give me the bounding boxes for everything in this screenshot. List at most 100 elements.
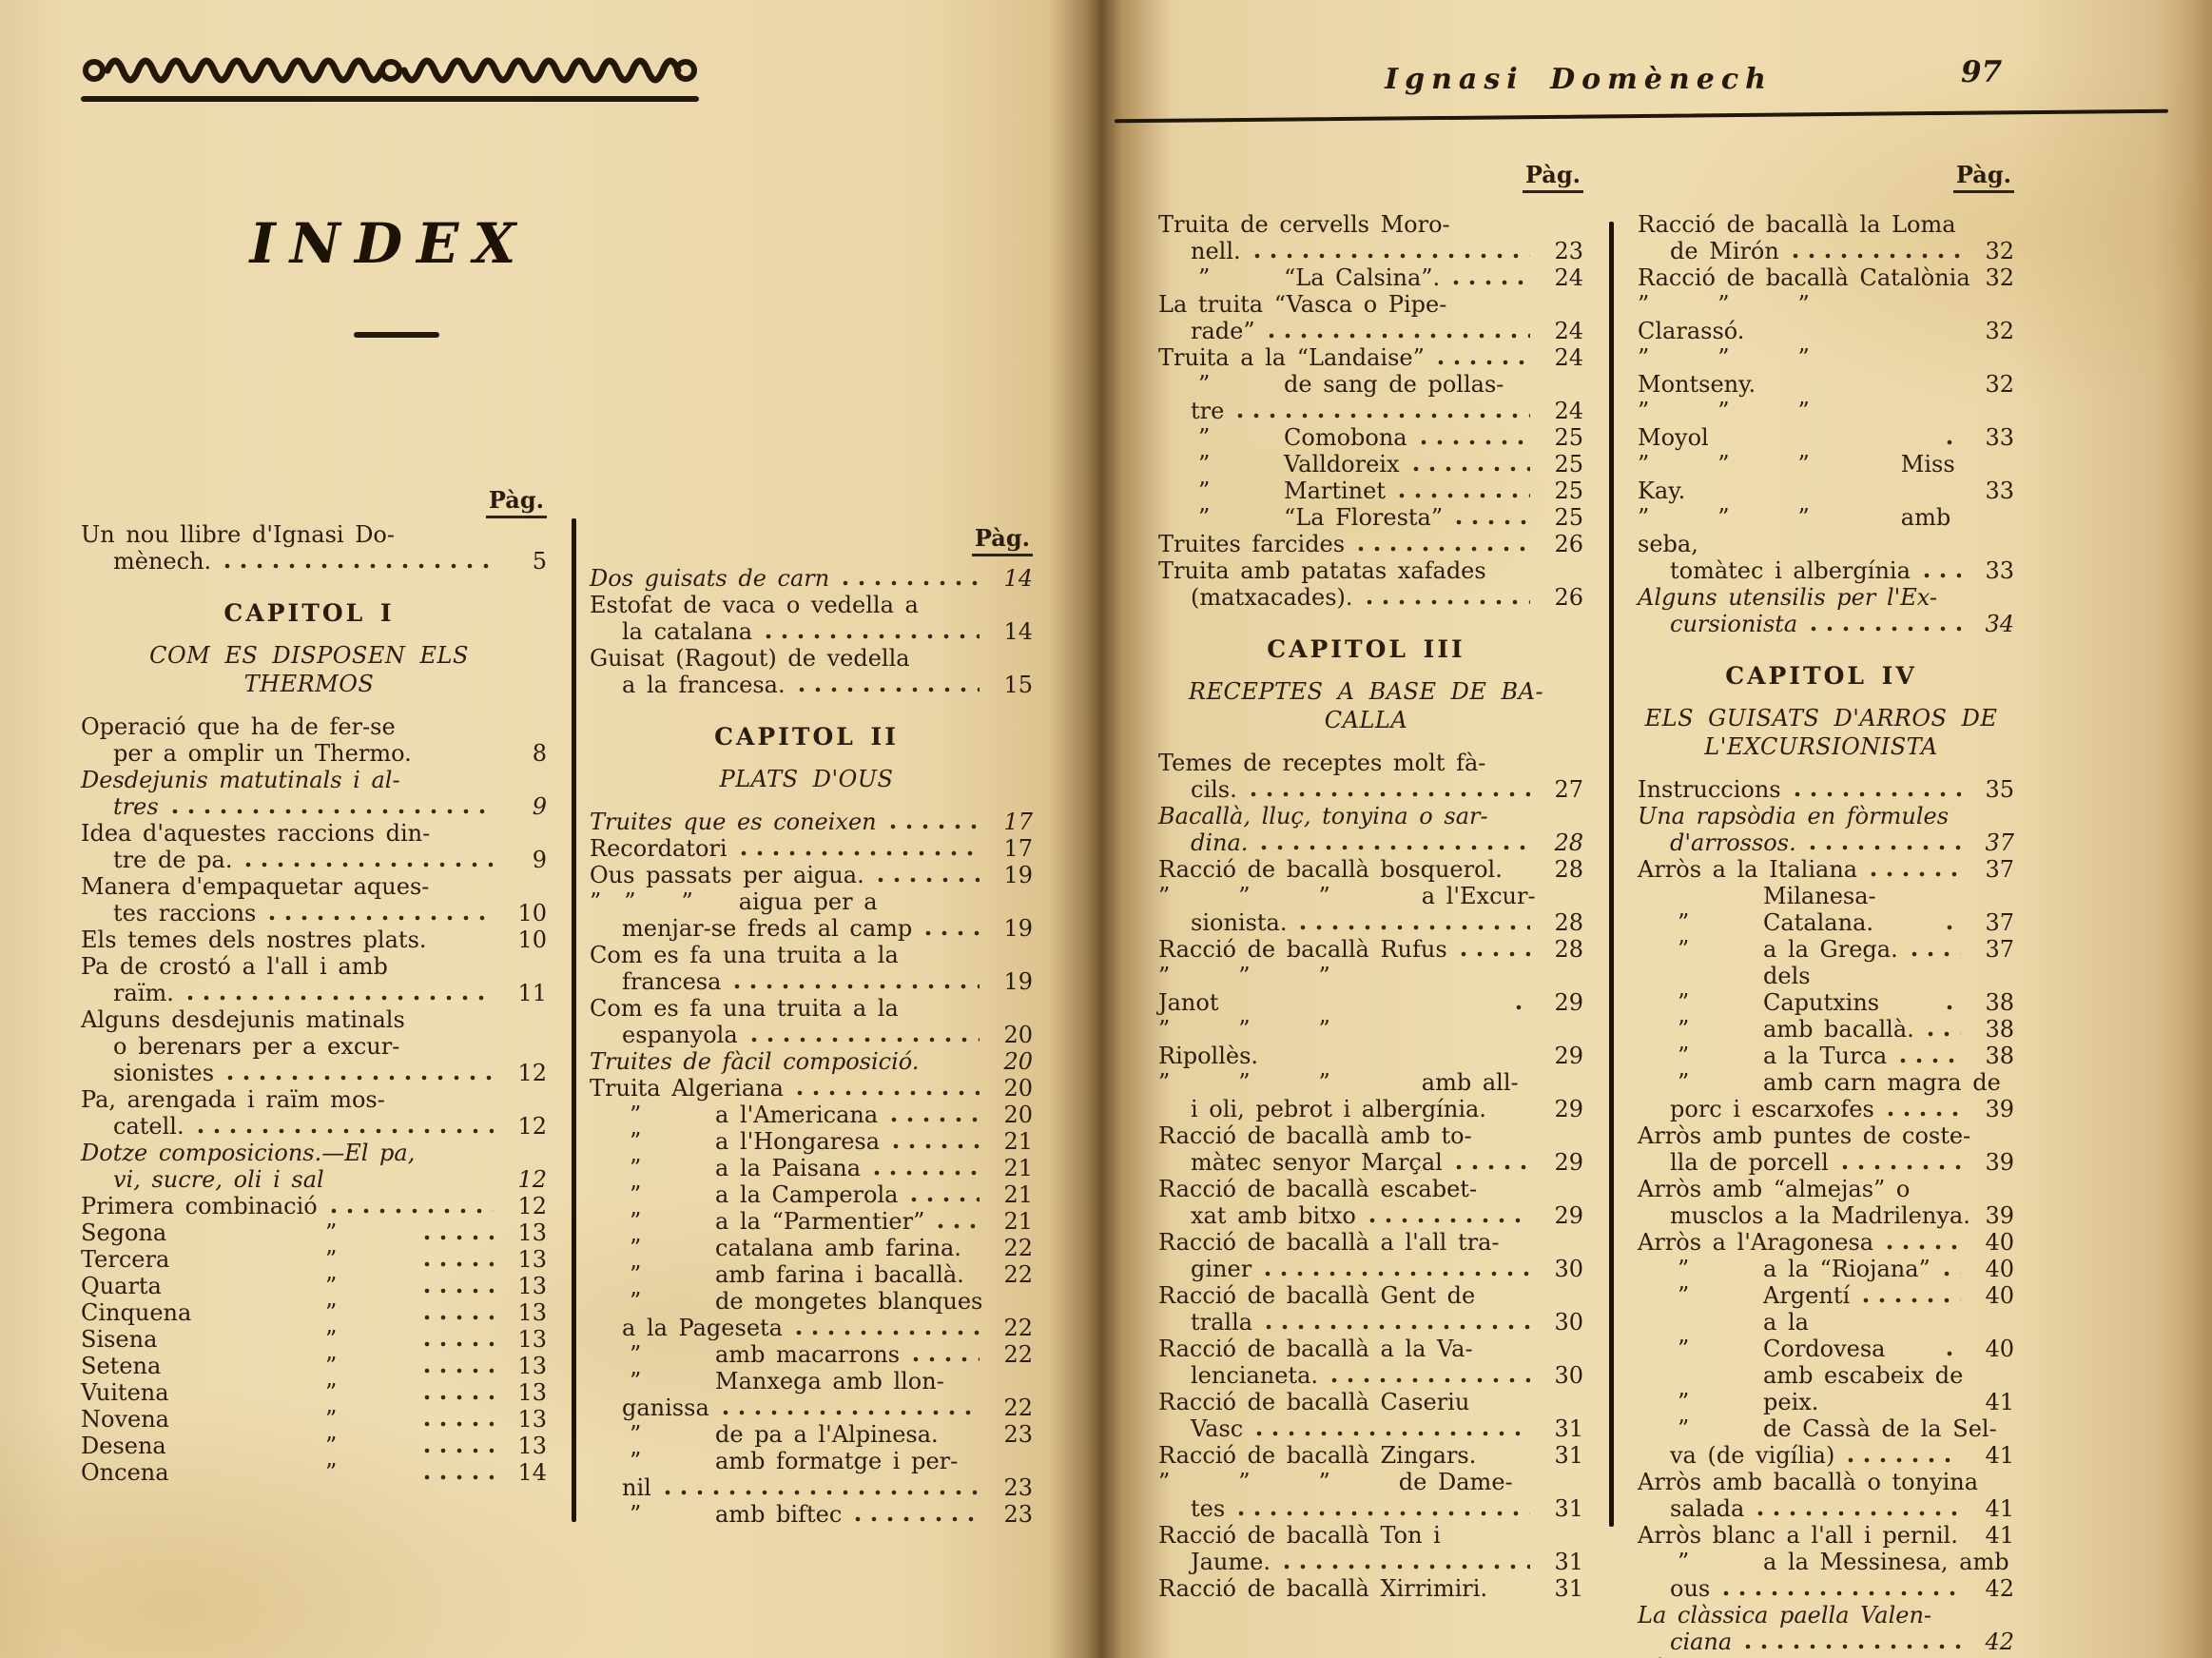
index-entry: Com es fa una truita a la espanyola 20: [590, 995, 1033, 1048]
entry-page-number: 33: [1985, 557, 2014, 584]
index-entry: Truita de cervells Moro-nell. 23: [1158, 211, 1583, 264]
entry-ordinal: Segona: [81, 1219, 167, 1246]
entry-page-number: 23: [1003, 1474, 1033, 1501]
entry-page-number: 13: [517, 1246, 547, 1273]
entry-text: ” ” ” aigua per a: [590, 888, 878, 915]
entry-page-number: 24: [1554, 398, 1583, 424]
ditto-mark: ”: [325, 1219, 338, 1246]
entry-page-number: 35: [1985, 776, 2014, 803]
index-entry: ” ” ” de Dame-tes 31: [1158, 1469, 1583, 1522]
index-entry: ” “La Calsina”. 24: [1158, 264, 1583, 291]
index-entry-line: Racció de bacallà Xirrimiri. 31: [1158, 1575, 1583, 1602]
dot-leader: [1942, 989, 1961, 1016]
ditto-mark: ”: [325, 1299, 338, 1326]
index-entry-line: ” de mongetes blanques: [590, 1288, 1033, 1315]
index-entry-line: la catalana 14: [590, 618, 1033, 645]
entry-text: tomàtec i albergínia: [1670, 557, 1911, 584]
index-entry: Segona ” 13: [81, 1219, 547, 1246]
index-entry: ” de mongetes blanques a la Pageseta 22: [590, 1288, 1033, 1341]
index-entry-line: ” amb escabeix de peix. 41: [1638, 1362, 2014, 1415]
index-entry-line: giner 30: [1158, 1256, 1583, 1282]
ditto-mark: ”: [1678, 1336, 1690, 1362]
ditto-mark: ”: [630, 1102, 642, 1128]
entry-text: Truita amb patatas xafades: [1158, 557, 1486, 584]
running-header: Ignasi Domènech: [1075, 63, 2083, 96]
entry-page-number: 32: [1985, 318, 2014, 344]
entry-page-number: 25: [1554, 478, 1583, 504]
entry-page-number: 31: [1554, 1575, 1583, 1602]
entry-text: a la Grega.: [1763, 936, 1898, 963]
entry-text: amb macarrons: [715, 1341, 901, 1368]
dot-leader: [1804, 829, 1961, 856]
index-entry-line: Racció de bacallà Gent de: [1158, 1282, 1583, 1309]
ditto-mark: ”: [630, 1261, 642, 1288]
index-entry-line: ” de pa a l'Alpinesa. 23: [590, 1421, 1033, 1448]
entry-page-number: 21: [1003, 1155, 1033, 1181]
dot-leader: [1278, 1549, 1530, 1575]
index-entry: ” a la “Riojana” 40: [1638, 1256, 2014, 1282]
dot-leader: [1906, 936, 1961, 963]
entry-page-number: 12: [517, 1166, 547, 1193]
entry-page-number: 25: [1554, 424, 1583, 451]
dot-leader: [850, 1501, 980, 1528]
index-entry-line: ” de Cassà de la Sel-: [1638, 1415, 2014, 1442]
index-entry: ” ” ” Miss Kay. 33: [1638, 451, 2014, 504]
index-entry-line: cils. 27: [1158, 776, 1583, 803]
entry-text: nil: [622, 1474, 651, 1501]
entry-text: ganissa: [622, 1395, 709, 1421]
index-entry: ” Argentí 40: [1638, 1282, 2014, 1309]
entry-page-number: 22: [1003, 1261, 1033, 1288]
dot-leader: [419, 1379, 494, 1406]
entry-text: mènech.: [113, 548, 212, 575]
ditto-mark: ”: [630, 1235, 642, 1261]
dot-leader: [906, 1181, 980, 1208]
entry-text: de Mirón: [1670, 238, 1779, 264]
index-entry-line: Oncena ” 14: [81, 1459, 547, 1486]
index-entry-line: Truita de cervells Moro-: [1158, 211, 1583, 238]
entry-page-number: 10: [517, 927, 547, 953]
dot-leader: [1789, 776, 1961, 803]
index-entry: Una rapsòdia en fòrmules d'arrossos. 37: [1638, 803, 2014, 856]
index-entry-line: Racció de bacallà bosquerol. 28: [1158, 856, 1583, 883]
entry-text: espanyola: [622, 1022, 738, 1048]
page-abbrev-header: Pàg.: [590, 524, 1033, 556]
entry-text: “La Floresta”: [1284, 504, 1444, 531]
index-entry: Arròs amb “almejas” o musclos a la Madril…: [1638, 1176, 2014, 1229]
index-entry-line: rade” 24: [1158, 318, 1583, 344]
index-entry-line: ” Manxega amb llon-: [590, 1368, 1033, 1395]
entry-text: Racció de bacallà a l'all tra-: [1158, 1229, 1500, 1256]
index-entry: Estofat de vaca o vedella a la catalana 14: [590, 592, 1033, 645]
section-heading-line: RECEPTES A BASE DE BA-: [1188, 678, 1544, 705]
entry-page-number: 28: [1554, 829, 1583, 856]
index-entry: ” a l'Hongaresa 21: [590, 1128, 1033, 1155]
dot-leader: [1836, 1149, 1961, 1176]
entry-text: de pa a l'Alpinesa.: [715, 1421, 939, 1448]
section-heading-line: ELS GUISATS D'ARROS DE: [1644, 705, 1998, 731]
index-entry-line: Com es fa una truita a la: [590, 995, 1033, 1022]
entry-text: Truites de fàcil composició.: [590, 1048, 920, 1075]
dot-leader: [1455, 936, 1530, 963]
entry-text: rade”: [1191, 318, 1255, 344]
index-entry-line: de Mirón 32: [1638, 238, 2014, 264]
dot-leader: [735, 835, 980, 862]
index-entry: Vuitena ” 13: [81, 1379, 547, 1406]
entry-text: ” ” ” a l'Excur-: [1158, 883, 1536, 909]
index-entry: Temes de receptes molt fà-cils. 27: [1158, 750, 1583, 803]
section-heading: PLATS D'OUS: [590, 765, 1023, 793]
entry-text: de mongetes blanques: [715, 1288, 983, 1315]
dot-leader: [1295, 909, 1530, 936]
entry-text: raïm.: [113, 980, 174, 1006]
entry-page-number: 13: [517, 1353, 547, 1379]
index-entry-line: Setena ” 13: [81, 1353, 547, 1379]
index-entry-line: Arròs amb puntes de coste-: [1638, 1122, 2014, 1149]
entry-text: de sang de pollas-: [1284, 371, 1504, 398]
entry-text: a la Camperola: [715, 1181, 899, 1208]
entry-text: a la Pageseta: [622, 1315, 783, 1341]
index-entry-line: ” ” ” amb seba,: [1638, 504, 2014, 557]
entry-page-number: 39: [1985, 1096, 2014, 1122]
entry-page-number: 27: [1554, 776, 1583, 803]
entry-page-number: 19: [1003, 862, 1033, 888]
index-entry-line: espanyola 20: [590, 1022, 1033, 1048]
entry-text: Primera combinació: [81, 1193, 318, 1219]
index-entry-line: Truites farcides 26: [1158, 531, 1583, 557]
